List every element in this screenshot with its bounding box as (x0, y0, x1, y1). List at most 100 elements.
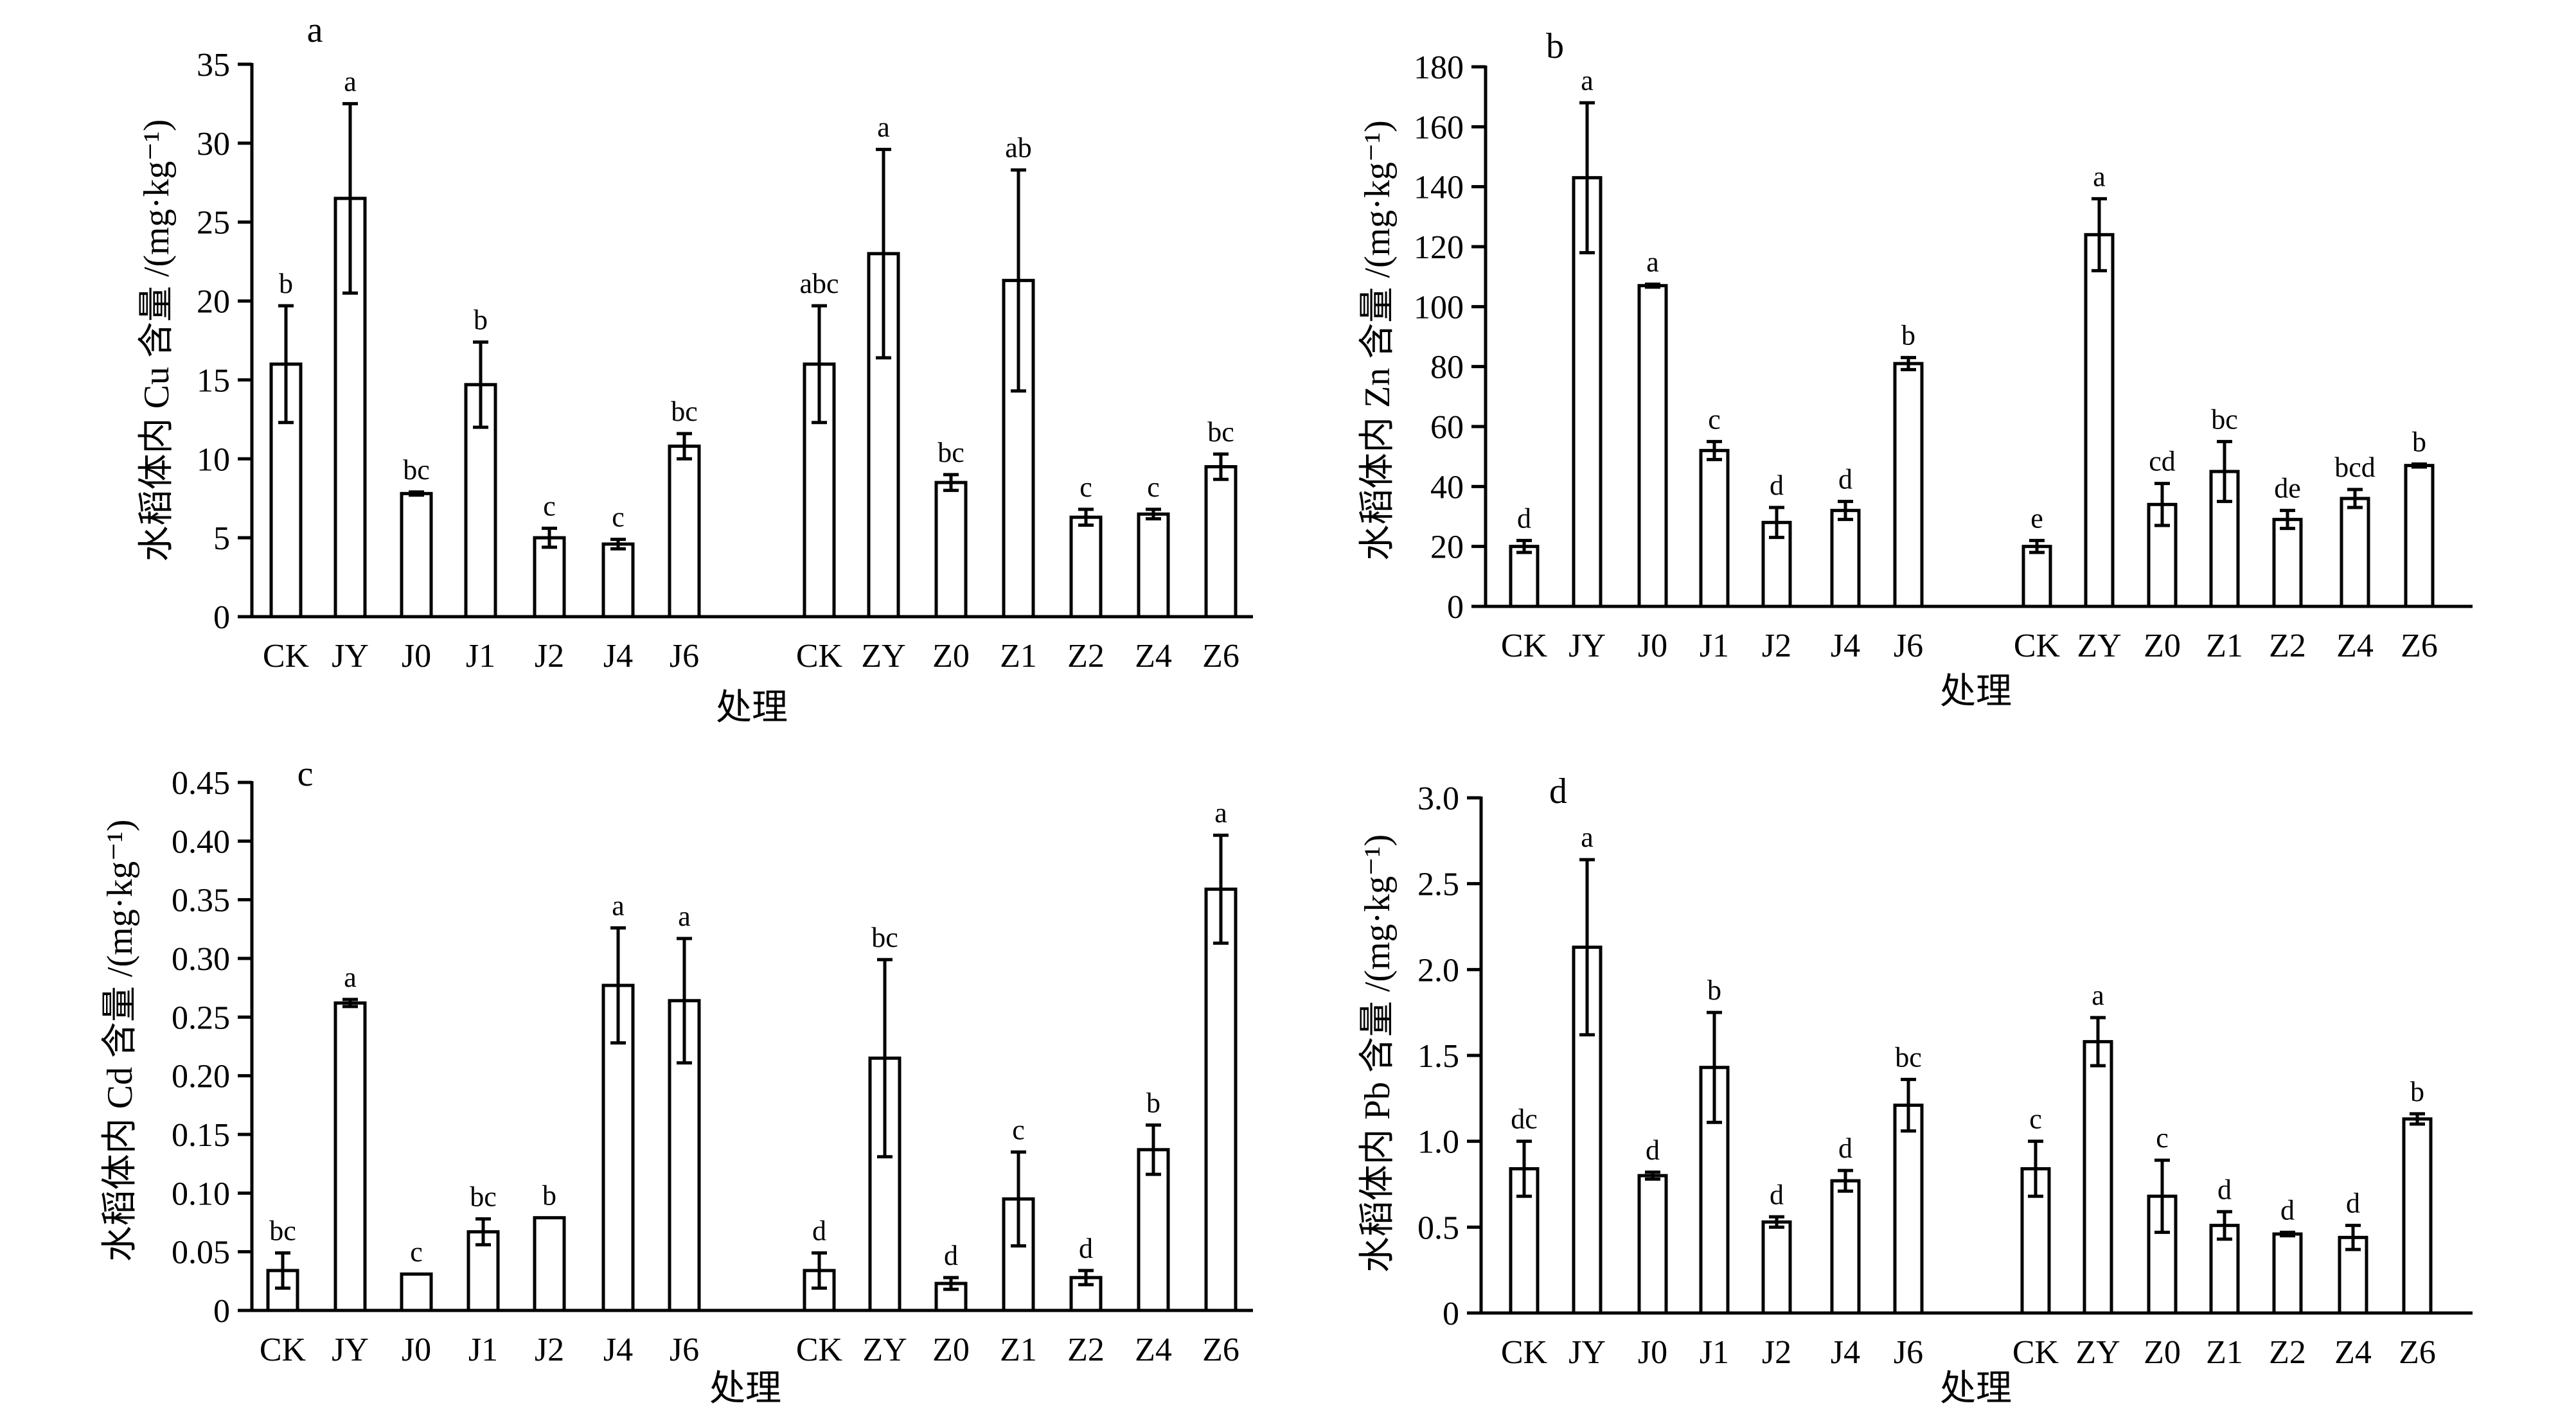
x-tick-label: CK (2014, 628, 2061, 664)
x-tick-label: Z2 (2269, 1334, 2306, 1371)
significance-letter: b (474, 304, 488, 335)
y-tick-label: 0.05 (172, 1235, 230, 1271)
error-bar (876, 148, 891, 360)
x-tick-label: Z2 (1067, 1332, 1105, 1368)
bar-z2 (1069, 515, 1103, 619)
significance-letter: bc (1207, 416, 1234, 448)
x-tick-label: CK (260, 1332, 306, 1368)
bar-z6 (1204, 465, 1238, 619)
significance-letter: bc (937, 437, 964, 468)
significance-letter: c (612, 502, 625, 533)
bar-zy (2084, 233, 2115, 608)
x-tick-label: J4 (603, 1332, 633, 1368)
bar-z6 (2404, 464, 2435, 608)
error-bar (1645, 282, 1660, 289)
bar-ck (1509, 545, 1540, 608)
significance-letter: a (678, 901, 691, 932)
y-tick-label: 35 (197, 47, 230, 84)
error-bar (877, 958, 893, 1159)
x-tick-label: Z0 (2144, 628, 2181, 664)
panel-label: a (307, 10, 323, 50)
bar-j2 (533, 536, 566, 619)
error-bar (1707, 439, 1722, 461)
error-bar (1213, 452, 1229, 481)
significance-letter: bc (470, 1181, 497, 1213)
x-tick-label: J4 (1831, 1334, 1860, 1371)
y-tick-label: 5 (213, 520, 230, 557)
panel-label: c (298, 754, 314, 794)
y-tick-label: 0.45 (172, 765, 230, 802)
x-axis-label: 处理 (1940, 1369, 2012, 1409)
significance-letter: a (344, 962, 357, 993)
bar-jy (333, 1001, 367, 1312)
significance-letter: d (2217, 1174, 2232, 1205)
significance-letter: d (2280, 1194, 2295, 1226)
x-tick-label: Z6 (1202, 638, 1239, 674)
panel-label: b (1546, 26, 1564, 66)
error-bar (2028, 1140, 2043, 1198)
y-tick-label: 0.35 (172, 883, 230, 919)
y-tick-label: 1.5 (1417, 1038, 1459, 1075)
error-bar (812, 304, 827, 425)
x-tick-label: Z2 (2269, 628, 2306, 664)
error-bar (1579, 101, 1595, 254)
error-bar (275, 1251, 290, 1290)
significance-letter: bcd (2334, 452, 2376, 483)
error-bar (1838, 500, 1853, 522)
x-tick-label: CK (796, 638, 843, 674)
x-tick-label: J0 (1638, 628, 1667, 664)
significance-letter: c (410, 1236, 423, 1267)
x-tick-label: J4 (1831, 628, 1860, 664)
error-bar (2412, 462, 2427, 469)
chart-panel-b: 0 20 40 60 80 100 120 140 160 180 d CK a JY a J0 c J1 d J2 d… (1358, 26, 2473, 712)
y-tick-label: 140 (1414, 170, 1464, 206)
significance-letter: d (1838, 464, 1852, 495)
y-tick-label: 25 (197, 205, 230, 242)
x-tick-label: Z0 (2144, 1334, 2181, 1371)
bar-z0 (934, 480, 968, 619)
significance-letter: a (1581, 822, 1594, 853)
significance-letter: b (1707, 974, 1721, 1006)
x-tick-label: J6 (1894, 628, 1923, 664)
bar-j0 (400, 1272, 433, 1312)
x-tick-label: CK (2012, 1334, 2059, 1371)
significance-letter: c (1012, 1114, 1025, 1145)
significance-letter: de (2274, 473, 2301, 504)
error-bar (1011, 1150, 1026, 1248)
x-tick-label: Z0 (932, 638, 970, 674)
error-bar (812, 1251, 827, 1290)
bar-j6 (1893, 1104, 1924, 1315)
x-tick-label: Z6 (1202, 1332, 1239, 1368)
error-bar (943, 473, 959, 492)
significance-letter: e (2030, 502, 2043, 534)
error-bar (2154, 1158, 2170, 1234)
x-tick-label: Z6 (2399, 1334, 2436, 1371)
significance-letter: b (2412, 426, 2426, 457)
error-bar (2347, 488, 2363, 509)
significance-letter: bc (269, 1215, 296, 1246)
bar-j0 (400, 491, 433, 619)
x-tick-label: J2 (535, 638, 564, 674)
significance-letter: abc (799, 268, 839, 299)
x-tick-label: J2 (535, 1332, 564, 1368)
error-bar (1516, 1140, 1532, 1198)
significance-letter: bc (2211, 403, 2238, 435)
error-bar (2217, 1210, 2232, 1241)
x-tick-label: Z4 (1135, 638, 1172, 674)
chart-panel-a: 05101520253035bCKaJYbcJ0bJ1cJ2cJ4bcJ6abc… (137, 10, 1253, 728)
x-tick-label: J1 (468, 1332, 498, 1368)
error-bar (342, 998, 358, 1009)
x-tick-label: JY (1568, 1334, 1606, 1371)
x-tick-label: Z4 (2334, 1334, 2372, 1371)
x-tick-label: J1 (466, 638, 495, 674)
x-tick-label: JY (332, 1332, 369, 1368)
error-bar (2029, 538, 2045, 554)
y-tick-label: 0.10 (172, 1176, 230, 1212)
significance-letter: c (2156, 1122, 2169, 1154)
x-tick-label: J6 (670, 1332, 699, 1368)
bar-j4 (1830, 509, 1861, 608)
error-bar (1707, 1010, 1722, 1124)
significance-letter: a (1581, 65, 1594, 96)
y-axis-label: 水稻体内 Cd 含量 /(mg·kg⁻¹) (100, 820, 140, 1262)
